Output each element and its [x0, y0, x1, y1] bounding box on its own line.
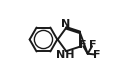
- Text: NH: NH: [56, 50, 75, 61]
- Text: F: F: [89, 40, 97, 50]
- Text: F: F: [79, 40, 86, 50]
- Text: N: N: [61, 18, 70, 29]
- Text: F: F: [93, 50, 101, 60]
